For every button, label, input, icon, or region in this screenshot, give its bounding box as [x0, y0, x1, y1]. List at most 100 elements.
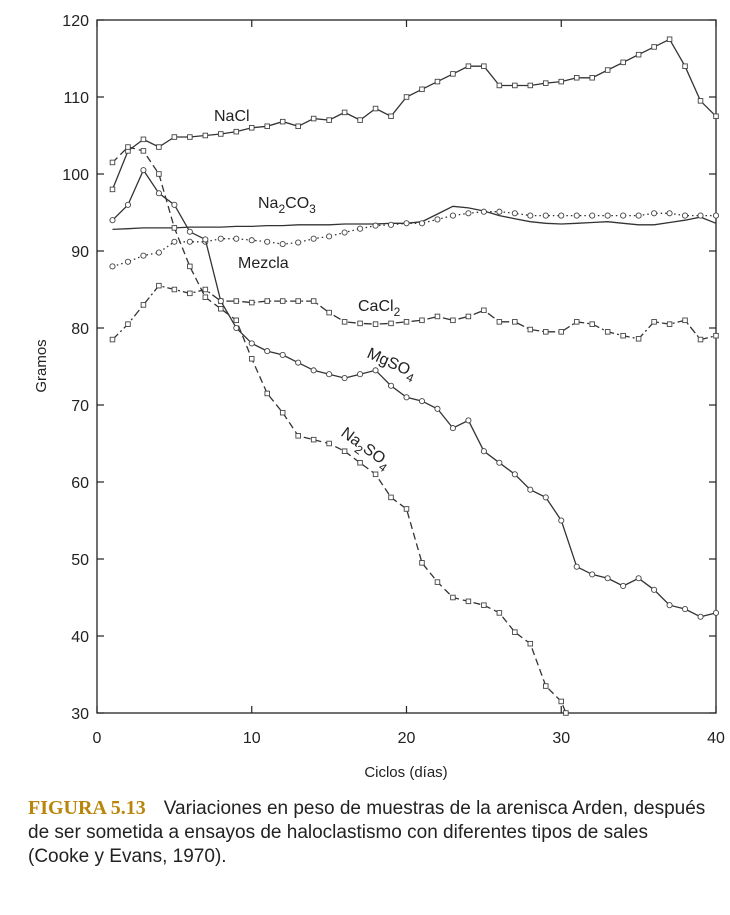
data-point [387, 221, 395, 228]
series-nacl [109, 36, 719, 193]
data-point [682, 606, 689, 613]
data-point [651, 319, 657, 325]
data-point [481, 307, 487, 314]
data-point [295, 433, 301, 439]
data-point [713, 332, 719, 339]
data-point [527, 486, 534, 493]
data-point [666, 321, 673, 327]
data-point [218, 306, 224, 312]
data-point [450, 594, 456, 601]
series-mgso4 [109, 167, 720, 620]
data-point [449, 425, 456, 432]
data-point [666, 36, 673, 43]
x-tick-label: 30 [552, 730, 570, 747]
data-point [527, 326, 534, 333]
data-point [558, 329, 565, 335]
data-point [480, 208, 487, 215]
data-point [140, 252, 147, 259]
data-point [109, 336, 116, 343]
series-mezcla [109, 208, 720, 270]
data-point [387, 382, 395, 389]
data-point [109, 263, 116, 270]
data-point [140, 136, 147, 143]
data-point [573, 563, 580, 570]
series-line-mgso4 [112, 168, 717, 618]
data-point [264, 238, 271, 245]
data-point [434, 216, 441, 223]
series-layer [109, 36, 720, 716]
data-point [125, 321, 131, 327]
data-point [543, 683, 549, 689]
data-point [620, 332, 626, 339]
data-point [372, 471, 379, 478]
data-point [156, 171, 162, 177]
data-point [558, 517, 565, 524]
data-point [543, 329, 549, 335]
data-point [620, 212, 627, 219]
data-point [156, 144, 162, 150]
data-point [155, 249, 162, 256]
data-point [589, 74, 595, 81]
data-point [124, 201, 131, 208]
data-point [357, 225, 364, 232]
data-point [604, 575, 611, 582]
data-point [403, 220, 410, 227]
series-label-mezcla: Mezcla [238, 255, 289, 272]
data-point [635, 336, 642, 342]
x-tick-label: 40 [707, 730, 725, 747]
data-point [264, 298, 270, 304]
series-label-main: CaCl [358, 298, 394, 315]
x-tick-label: 0 [93, 730, 102, 747]
data-point [403, 394, 410, 401]
data-point [713, 113, 719, 119]
data-point [264, 123, 270, 130]
data-point [682, 63, 688, 69]
data-point [573, 319, 580, 325]
data-point [326, 309, 332, 316]
data-point [465, 210, 472, 217]
data-point [388, 494, 394, 501]
data-point [140, 148, 147, 154]
data-point [357, 460, 363, 466]
data-point [527, 82, 534, 89]
data-point [496, 82, 503, 89]
data-point [310, 298, 317, 304]
data-point [635, 575, 642, 582]
data-point [264, 348, 271, 355]
data-point [248, 299, 255, 306]
y-tick-label: 100 [62, 167, 89, 184]
data-point [372, 222, 379, 229]
data-point [279, 298, 286, 304]
data-point [156, 282, 162, 289]
data-point [187, 290, 193, 297]
data-point [682, 212, 689, 219]
data-point [511, 471, 518, 478]
data-point [418, 220, 426, 227]
series-label-main: MgSO [364, 345, 412, 379]
data-point [202, 132, 209, 139]
data-point [651, 210, 658, 217]
data-point [697, 212, 704, 219]
y-tick-label: 90 [71, 244, 89, 261]
data-point [666, 602, 673, 609]
data-point [295, 298, 301, 304]
data-point [558, 212, 565, 219]
data-point [620, 582, 627, 590]
series-line-na2so4 [112, 146, 567, 714]
data-point [248, 237, 255, 244]
data-point [125, 144, 131, 150]
data-point [388, 320, 394, 327]
y-tick-label: 120 [62, 13, 89, 30]
data-point [542, 494, 549, 501]
y-tick-label: 80 [71, 321, 89, 338]
data-point [171, 201, 178, 208]
data-point [449, 212, 456, 219]
series-label-mgso4: MgSO4 [363, 345, 419, 385]
data-point [248, 340, 255, 347]
series-label-main: Mezcla [238, 255, 289, 272]
series-label-main: Na [258, 195, 279, 212]
data-point [109, 159, 116, 166]
y-tick-label: 110 [63, 90, 89, 107]
series-label-subscript: 3 [309, 202, 316, 216]
